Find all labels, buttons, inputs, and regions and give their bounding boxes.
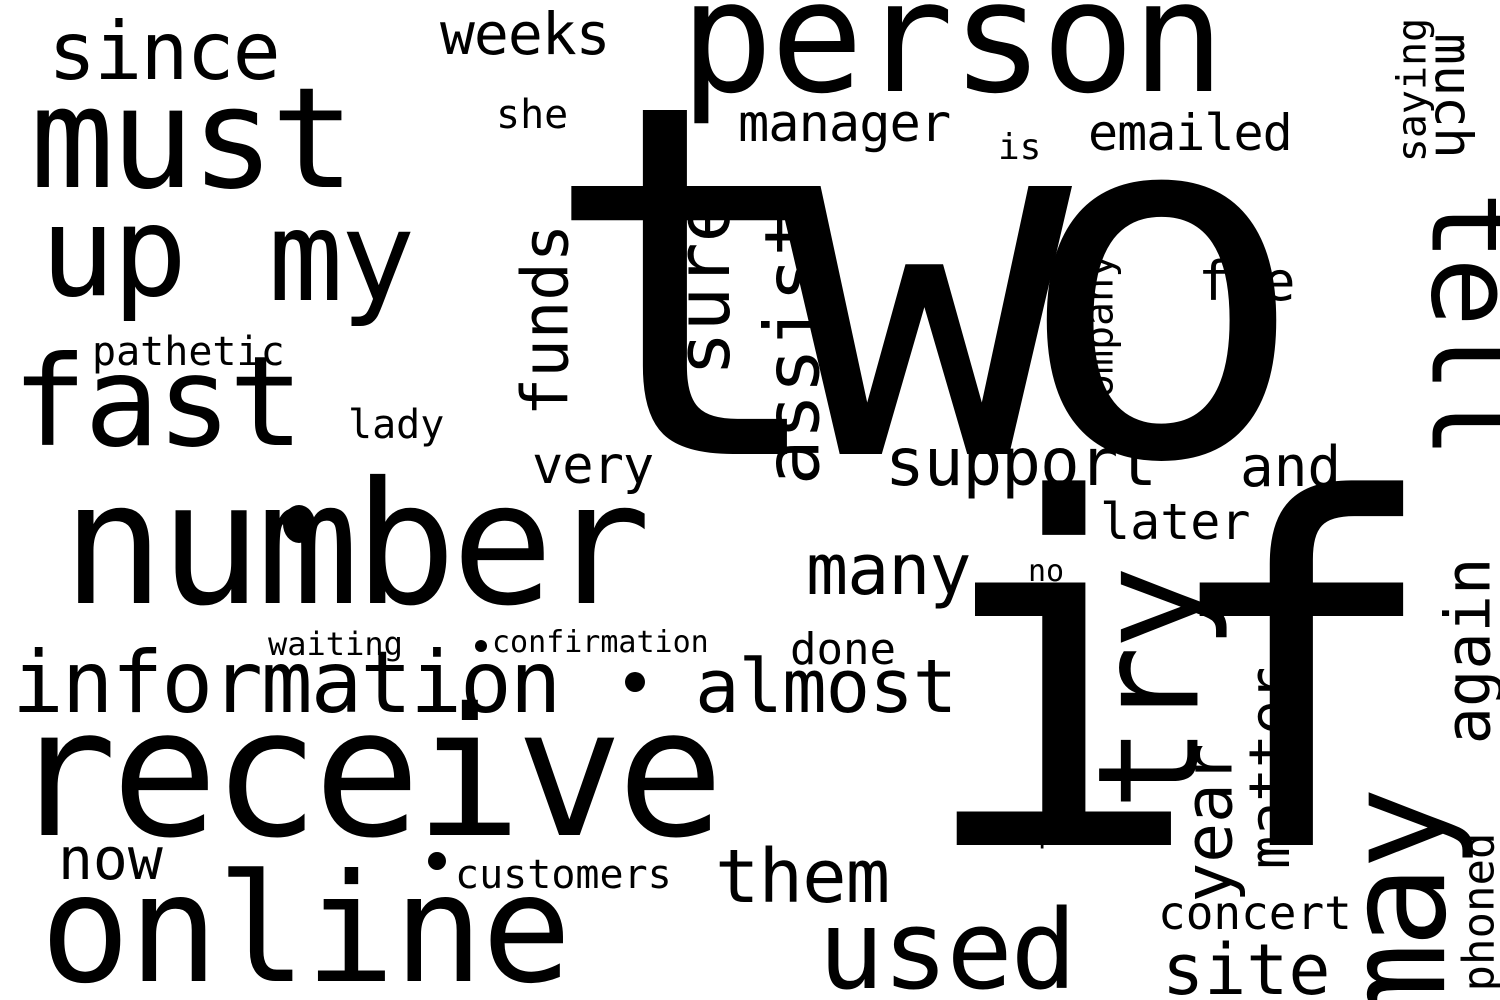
word-very: very: [532, 436, 654, 496]
word-is: is: [998, 127, 1042, 168]
word-tell: tell: [1404, 191, 1500, 455]
word-phoned: phoned: [1453, 832, 1500, 992]
word-since: since: [48, 5, 281, 98]
word-pathetic: pathetic: [92, 329, 285, 375]
word-my: my: [268, 185, 416, 330]
word-support: support: [885, 424, 1157, 501]
word-and: and: [1240, 435, 1342, 500]
word-now: now: [58, 825, 163, 893]
word-confirmation: confirmation: [492, 625, 709, 660]
word-again: again: [1431, 557, 1500, 745]
word-done: done: [790, 624, 896, 675]
word-up: up: [40, 180, 188, 325]
word-weeks: weeks: [440, 0, 611, 68]
word-site: site: [1162, 929, 1331, 1000]
dot-mark: [283, 505, 315, 543]
word-receive: receive: [10, 670, 724, 877]
word-matter: matter: [1238, 666, 1304, 870]
word-later: later: [1100, 493, 1251, 551]
word-almost: almost: [695, 644, 957, 730]
word-used: used: [818, 886, 1077, 1000]
word-concert: concert: [1158, 886, 1352, 940]
word-two: two: [540, 0, 1309, 570]
word-no: no: [1028, 554, 1065, 589]
word-assist: assist: [747, 210, 837, 486]
word-may: may: [1316, 791, 1478, 1000]
word-company: company: [1076, 253, 1123, 423]
word-much: much: [1422, 33, 1483, 159]
word-them: them: [715, 834, 890, 920]
word-online: online: [40, 843, 572, 1000]
word-person: person: [680, 0, 1225, 128]
word-problem: problem: [1038, 815, 1165, 850]
word-she: she: [496, 92, 569, 138]
word-many: many: [806, 529, 972, 611]
word-emailed: emailed: [1088, 104, 1293, 162]
word-customers: customers: [455, 852, 672, 898]
word-information: information: [12, 633, 562, 733]
word-if: if: [915, 400, 1443, 959]
dot-mark: [428, 852, 446, 870]
word-fee: fee: [1198, 250, 1296, 313]
dot-mark: [475, 640, 487, 652]
dot-mark: [625, 672, 645, 692]
word-sure: sure: [661, 197, 748, 377]
word-lady: lady: [348, 402, 445, 448]
word-manager: manager: [738, 94, 951, 154]
word-fast: fast: [12, 330, 304, 475]
word-must: must: [30, 58, 355, 221]
word-number: number: [62, 446, 651, 644]
word-waiting: waiting: [268, 625, 403, 663]
word-funds: funds: [509, 223, 584, 417]
word-year: year: [1170, 743, 1248, 903]
